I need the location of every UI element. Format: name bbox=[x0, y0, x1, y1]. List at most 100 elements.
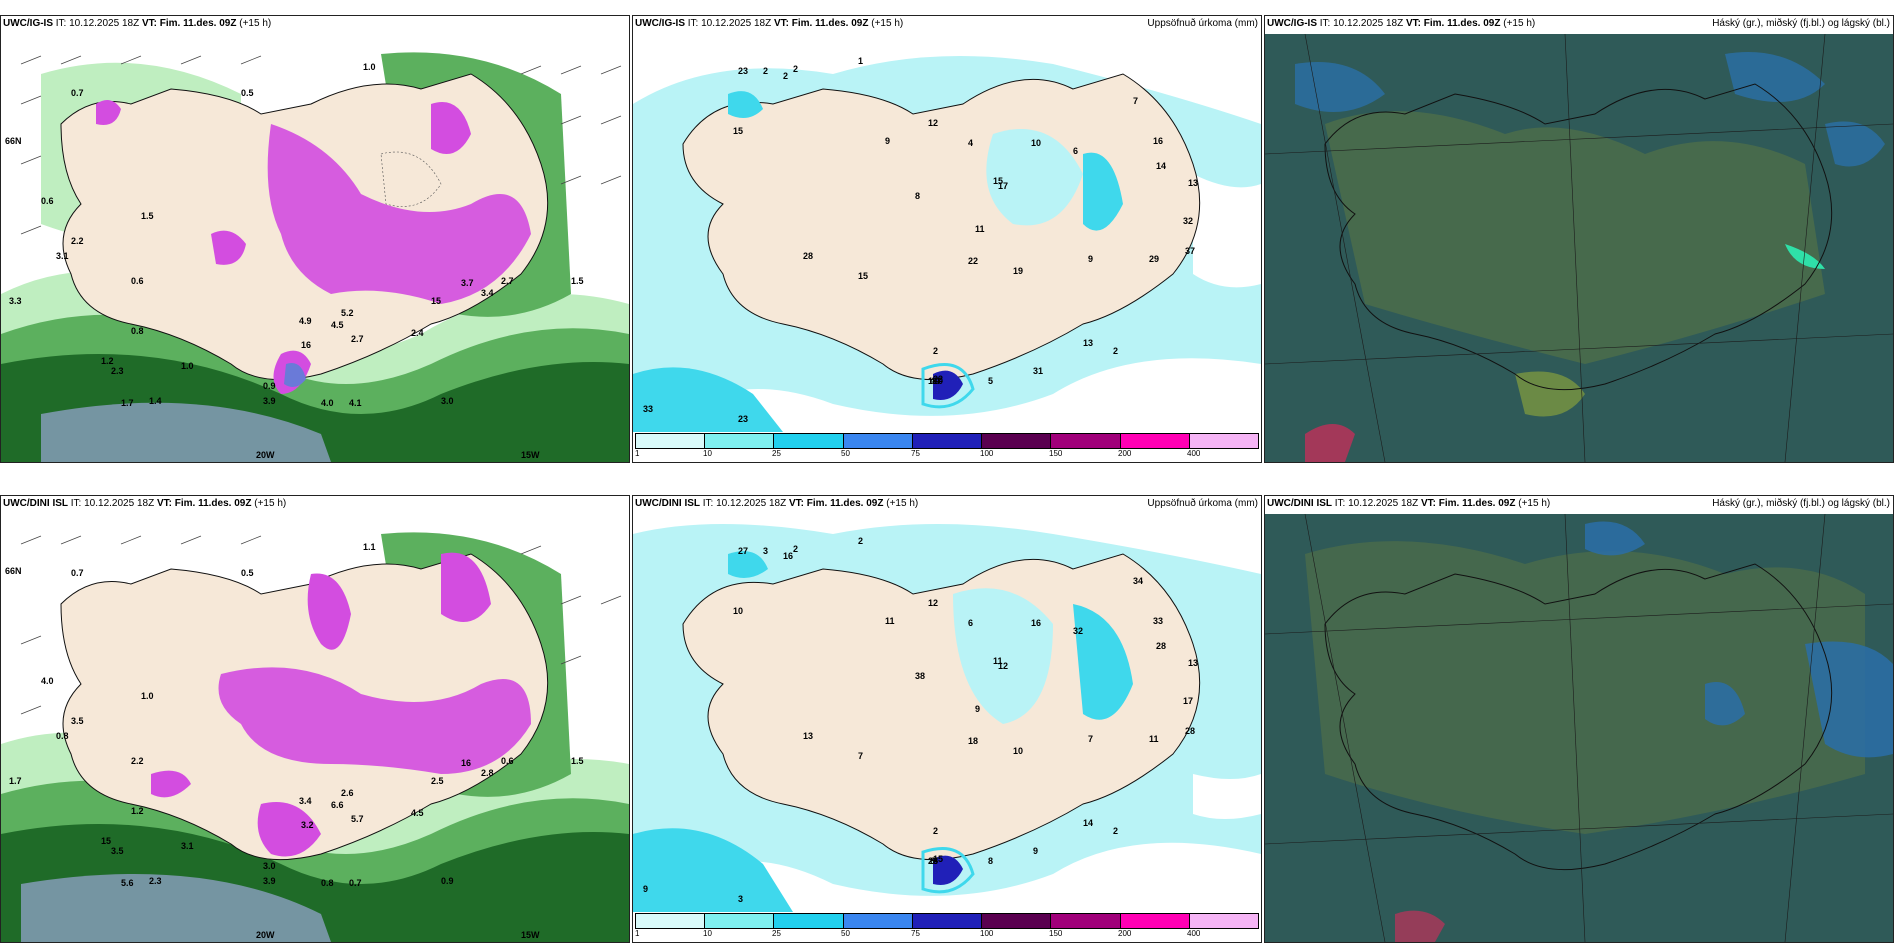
map-value-label: 2.8 bbox=[481, 768, 494, 778]
it-label: IT: bbox=[1319, 18, 1331, 29]
map-value-label: 11 bbox=[1149, 734, 1159, 744]
map-value-label: 15 bbox=[431, 296, 441, 306]
colorbar-swatch bbox=[1051, 914, 1121, 928]
colorbar-swatch bbox=[636, 914, 706, 928]
it-value: 10.12.2025 18Z bbox=[1333, 18, 1404, 29]
map-value-label: 0.7 bbox=[349, 878, 362, 888]
map-value-label: 3.5 bbox=[111, 846, 124, 856]
model-name: UWC/IG-IS bbox=[635, 18, 685, 29]
map-value-label: 5.7 bbox=[351, 814, 364, 824]
map-value-label: 1 bbox=[858, 56, 863, 66]
map-value-label: 10 bbox=[733, 606, 743, 616]
vt-label: VT: bbox=[156, 498, 172, 509]
map-value-label: 3.4 bbox=[481, 288, 494, 298]
map-value-label: 12 bbox=[928, 598, 938, 608]
windspeed-panel-row1: UWC/IG-IS IT: 10.12.2025 18Z VT: Fim. 11… bbox=[0, 15, 630, 463]
map-value-label: 0.8 bbox=[131, 326, 144, 336]
map-value-label: 2 bbox=[858, 536, 863, 546]
vt-value: Fim. 11.des. 09Z bbox=[1438, 498, 1516, 509]
map-value-label: 15 bbox=[993, 176, 1003, 186]
precip-type-map: 0.7 0.5 1.0 3.3 3.12.2 1.5 0.6 4.9 16 5.2 2.7 2.4 4.… bbox=[1, 34, 629, 462]
map-value-label: 4.9 bbox=[299, 316, 312, 326]
map-value-label: 3.1 bbox=[181, 841, 194, 851]
cloud-panel-row1: UWC/IG-IS IT: 10.12.2025 18Z VT: Fim. 11… bbox=[1264, 15, 1894, 463]
map-value-label: 2.6 bbox=[341, 788, 354, 798]
colorbar-tick: 50 bbox=[841, 449, 850, 458]
map-value-label: 13 bbox=[1188, 658, 1198, 668]
map-value-label: 4.1 bbox=[349, 398, 362, 408]
map-value-label: 12 bbox=[928, 118, 938, 128]
map-value-label: 2 bbox=[793, 544, 798, 554]
map-value-label: 44 bbox=[930, 376, 940, 386]
map-value-label: 13 bbox=[1188, 178, 1198, 188]
map-value-label: 31 bbox=[1033, 366, 1043, 376]
lead-time: (+15 h) bbox=[1503, 18, 1536, 29]
map-value-label: 23 bbox=[738, 66, 748, 76]
it-value: 10.12.2025 18Z bbox=[84, 498, 155, 509]
map-value-label: 29 bbox=[1149, 254, 1159, 264]
map-value-label: 3.9 bbox=[263, 396, 276, 406]
map-value-label: 4.5 bbox=[331, 320, 344, 330]
map-value-label: 2.3 bbox=[111, 366, 124, 376]
map-value-label: 2 bbox=[1113, 826, 1118, 836]
map-value-label: 2.3 bbox=[149, 876, 162, 886]
map-value-label: 15 bbox=[101, 836, 111, 846]
map-value-label: 17 bbox=[998, 181, 1008, 191]
map-value-label: 1.5 bbox=[571, 756, 584, 766]
colorbar-swatch bbox=[705, 914, 775, 928]
vt-value: Fim. 11.des. 09Z bbox=[159, 18, 237, 29]
precip-panel-row2: UWC/DINI ISL IT: 10.12.2025 18Z VT: Fim.… bbox=[632, 495, 1262, 943]
colorbar-tick: 400 bbox=[1187, 929, 1201, 938]
colorbar-swatch bbox=[774, 434, 844, 448]
map-value-label: 0.8 bbox=[321, 878, 334, 888]
map-value-label: 1.0 bbox=[363, 62, 376, 72]
model-name: UWC/DINI ISL bbox=[635, 498, 700, 509]
map-value-label: 33 bbox=[643, 404, 653, 414]
map-value-label: 9 bbox=[1033, 846, 1038, 856]
lon-axis-label: 15W bbox=[521, 930, 540, 940]
map-value-label: 0.5 bbox=[241, 88, 254, 98]
lat-axis-label: 66N bbox=[5, 136, 22, 146]
colorbar-tick: 100 bbox=[980, 929, 994, 938]
map-value-label: 2.7 bbox=[501, 276, 514, 286]
map-value-label: 11 bbox=[885, 616, 895, 626]
map-value-label: 7 bbox=[1088, 734, 1093, 744]
lead-time: (+15 h) bbox=[886, 498, 919, 509]
map-value-label: 1.5 bbox=[141, 211, 154, 221]
map-value-label: 3.1 bbox=[56, 251, 69, 261]
map-value-label: 1 bbox=[928, 376, 933, 386]
map-value-label: 2.2 bbox=[131, 756, 144, 766]
colorbar-tick: 150 bbox=[1049, 449, 1063, 458]
map-value-label: 3.0 bbox=[441, 396, 454, 406]
map-value-label: 25 bbox=[928, 856, 938, 866]
map-value-label: 0.7 bbox=[71, 568, 84, 578]
map-value-label: 8 bbox=[915, 191, 920, 201]
map-value-label: 2 bbox=[933, 826, 938, 836]
map-value-label: 15 bbox=[933, 854, 943, 864]
colorbar-swatch bbox=[982, 914, 1052, 928]
cloud-title: Háský (gr.), miðský (fj.bl.) og lágský (… bbox=[1712, 18, 1890, 29]
map-value-label: 6 bbox=[968, 618, 973, 628]
vt-value: Fim. 11.des. 09Z bbox=[174, 498, 252, 509]
colorbar-tick: 25 bbox=[772, 929, 781, 938]
model-name: UWC/IG-IS bbox=[3, 18, 53, 29]
map-value-label: 15 bbox=[858, 271, 868, 281]
colorbar-swatch bbox=[912, 434, 983, 448]
map-value-label: 0.7 bbox=[71, 88, 84, 98]
vt-label: VT: bbox=[1405, 18, 1421, 29]
model-name: UWC/DINI ISL bbox=[1267, 498, 1332, 509]
map-value-label: 2.5 bbox=[431, 776, 444, 786]
vt-value: Fim. 11.des. 09Z bbox=[806, 498, 884, 509]
cloud-title: Háský (gr.), miðský (fj.bl.) og lágský (… bbox=[1712, 498, 1890, 509]
map-value-label: 16 bbox=[301, 340, 311, 350]
colorbar-tick: 75 bbox=[911, 449, 920, 458]
it-value: 10.12.2025 18Z bbox=[716, 498, 787, 509]
colorbar-tick: 10 bbox=[703, 929, 712, 938]
map-value-label: 14 bbox=[1156, 161, 1166, 171]
map-value-label: 0.6 bbox=[501, 756, 514, 766]
map-value-label: 14 bbox=[1083, 818, 1093, 828]
it-label: IT: bbox=[702, 498, 714, 509]
lead-time: (+15 h) bbox=[254, 498, 287, 509]
map-value-label: 2 bbox=[763, 66, 768, 76]
